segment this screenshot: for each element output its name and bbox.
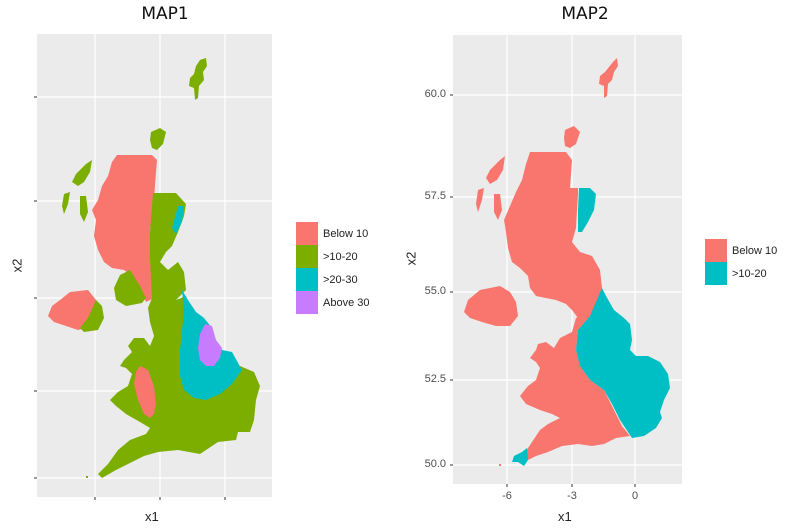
map2-east-england xyxy=(576,288,670,438)
legend-label: >20-30 xyxy=(323,273,358,286)
map1-title: MAP1 xyxy=(141,4,189,24)
map1-hebrides xyxy=(62,160,92,222)
map2-ytick-57-5: 57.5 xyxy=(424,190,446,202)
map1-legend: Below 10 >10-20 >20-30 Above 30 xyxy=(296,222,369,314)
map1-england-main xyxy=(98,296,260,478)
map2-ytick-52-5: 52.5 xyxy=(424,373,446,385)
legend-label: Below 10 xyxy=(732,244,778,257)
map1-legend-item-above30: Above 30 xyxy=(296,291,369,314)
map1-legend-item-20-30: >20-30 xyxy=(296,268,369,291)
map1-ni-west xyxy=(48,290,96,330)
map1-aberdeen xyxy=(172,206,184,234)
map2-xtick-neg3: -3 xyxy=(567,490,577,502)
legend-key-swatch xyxy=(705,262,727,285)
map2-xtick-0: 0 xyxy=(631,490,639,502)
legend-key-swatch xyxy=(705,239,727,262)
map2-legend-item-10-20: >10-20 xyxy=(705,262,777,285)
legend-key-swatch xyxy=(296,222,318,245)
map2-ylabel: x2 xyxy=(403,251,419,266)
map1-sw-scotland xyxy=(114,270,146,306)
map2-ytick-60: 60.0 xyxy=(424,88,446,100)
map2-england-west xyxy=(520,290,630,460)
legend-label: Below 10 xyxy=(323,227,369,240)
map2-scilly xyxy=(499,464,501,466)
legend-key-swatch xyxy=(296,291,318,314)
map1-highlands xyxy=(92,155,157,302)
map1-above30 xyxy=(198,324,222,366)
legend-label: >10-20 xyxy=(323,250,358,263)
map1-scilly xyxy=(86,476,88,478)
map2-aberdeen xyxy=(578,188,596,232)
map1-shetland xyxy=(189,58,207,100)
map2-title: MAP2 xyxy=(561,4,609,24)
map2-legend-item-below10: Below 10 xyxy=(705,239,777,262)
map2-shetland xyxy=(599,58,618,98)
legend-key-swatch xyxy=(296,245,318,268)
map2-ytick-55: 55.0 xyxy=(424,285,446,297)
map2-cornwall-tip xyxy=(512,448,528,466)
map1-legend-item-10-20: >10-20 xyxy=(296,245,369,268)
map1-ticks xyxy=(34,96,226,500)
map2-hebrides xyxy=(476,156,505,220)
map2-xlabel: x1 xyxy=(558,509,572,524)
legend-label: >10-20 xyxy=(732,267,767,280)
map2-ytick-50: 50.0 xyxy=(424,458,446,470)
map2-regions xyxy=(464,58,670,466)
map1-wales-below10 xyxy=(134,366,156,418)
legend-key-swatch xyxy=(296,268,318,291)
map2-ticks xyxy=(450,94,636,487)
map2-ni xyxy=(464,286,518,326)
map1-orkney xyxy=(150,128,166,150)
map2-legend: Below 10 >10-20 xyxy=(705,239,777,285)
map2-scotland xyxy=(504,152,602,318)
legend-label: Above 30 xyxy=(323,296,370,309)
map1-xlabel: x1 xyxy=(145,509,159,524)
map2-orkney xyxy=(564,126,580,148)
map1-regions xyxy=(48,58,260,478)
map1-ni-east xyxy=(80,300,104,332)
map1-legend-item-below10: Below 10 xyxy=(296,222,369,245)
map2-xtick-neg6: -6 xyxy=(502,490,512,502)
